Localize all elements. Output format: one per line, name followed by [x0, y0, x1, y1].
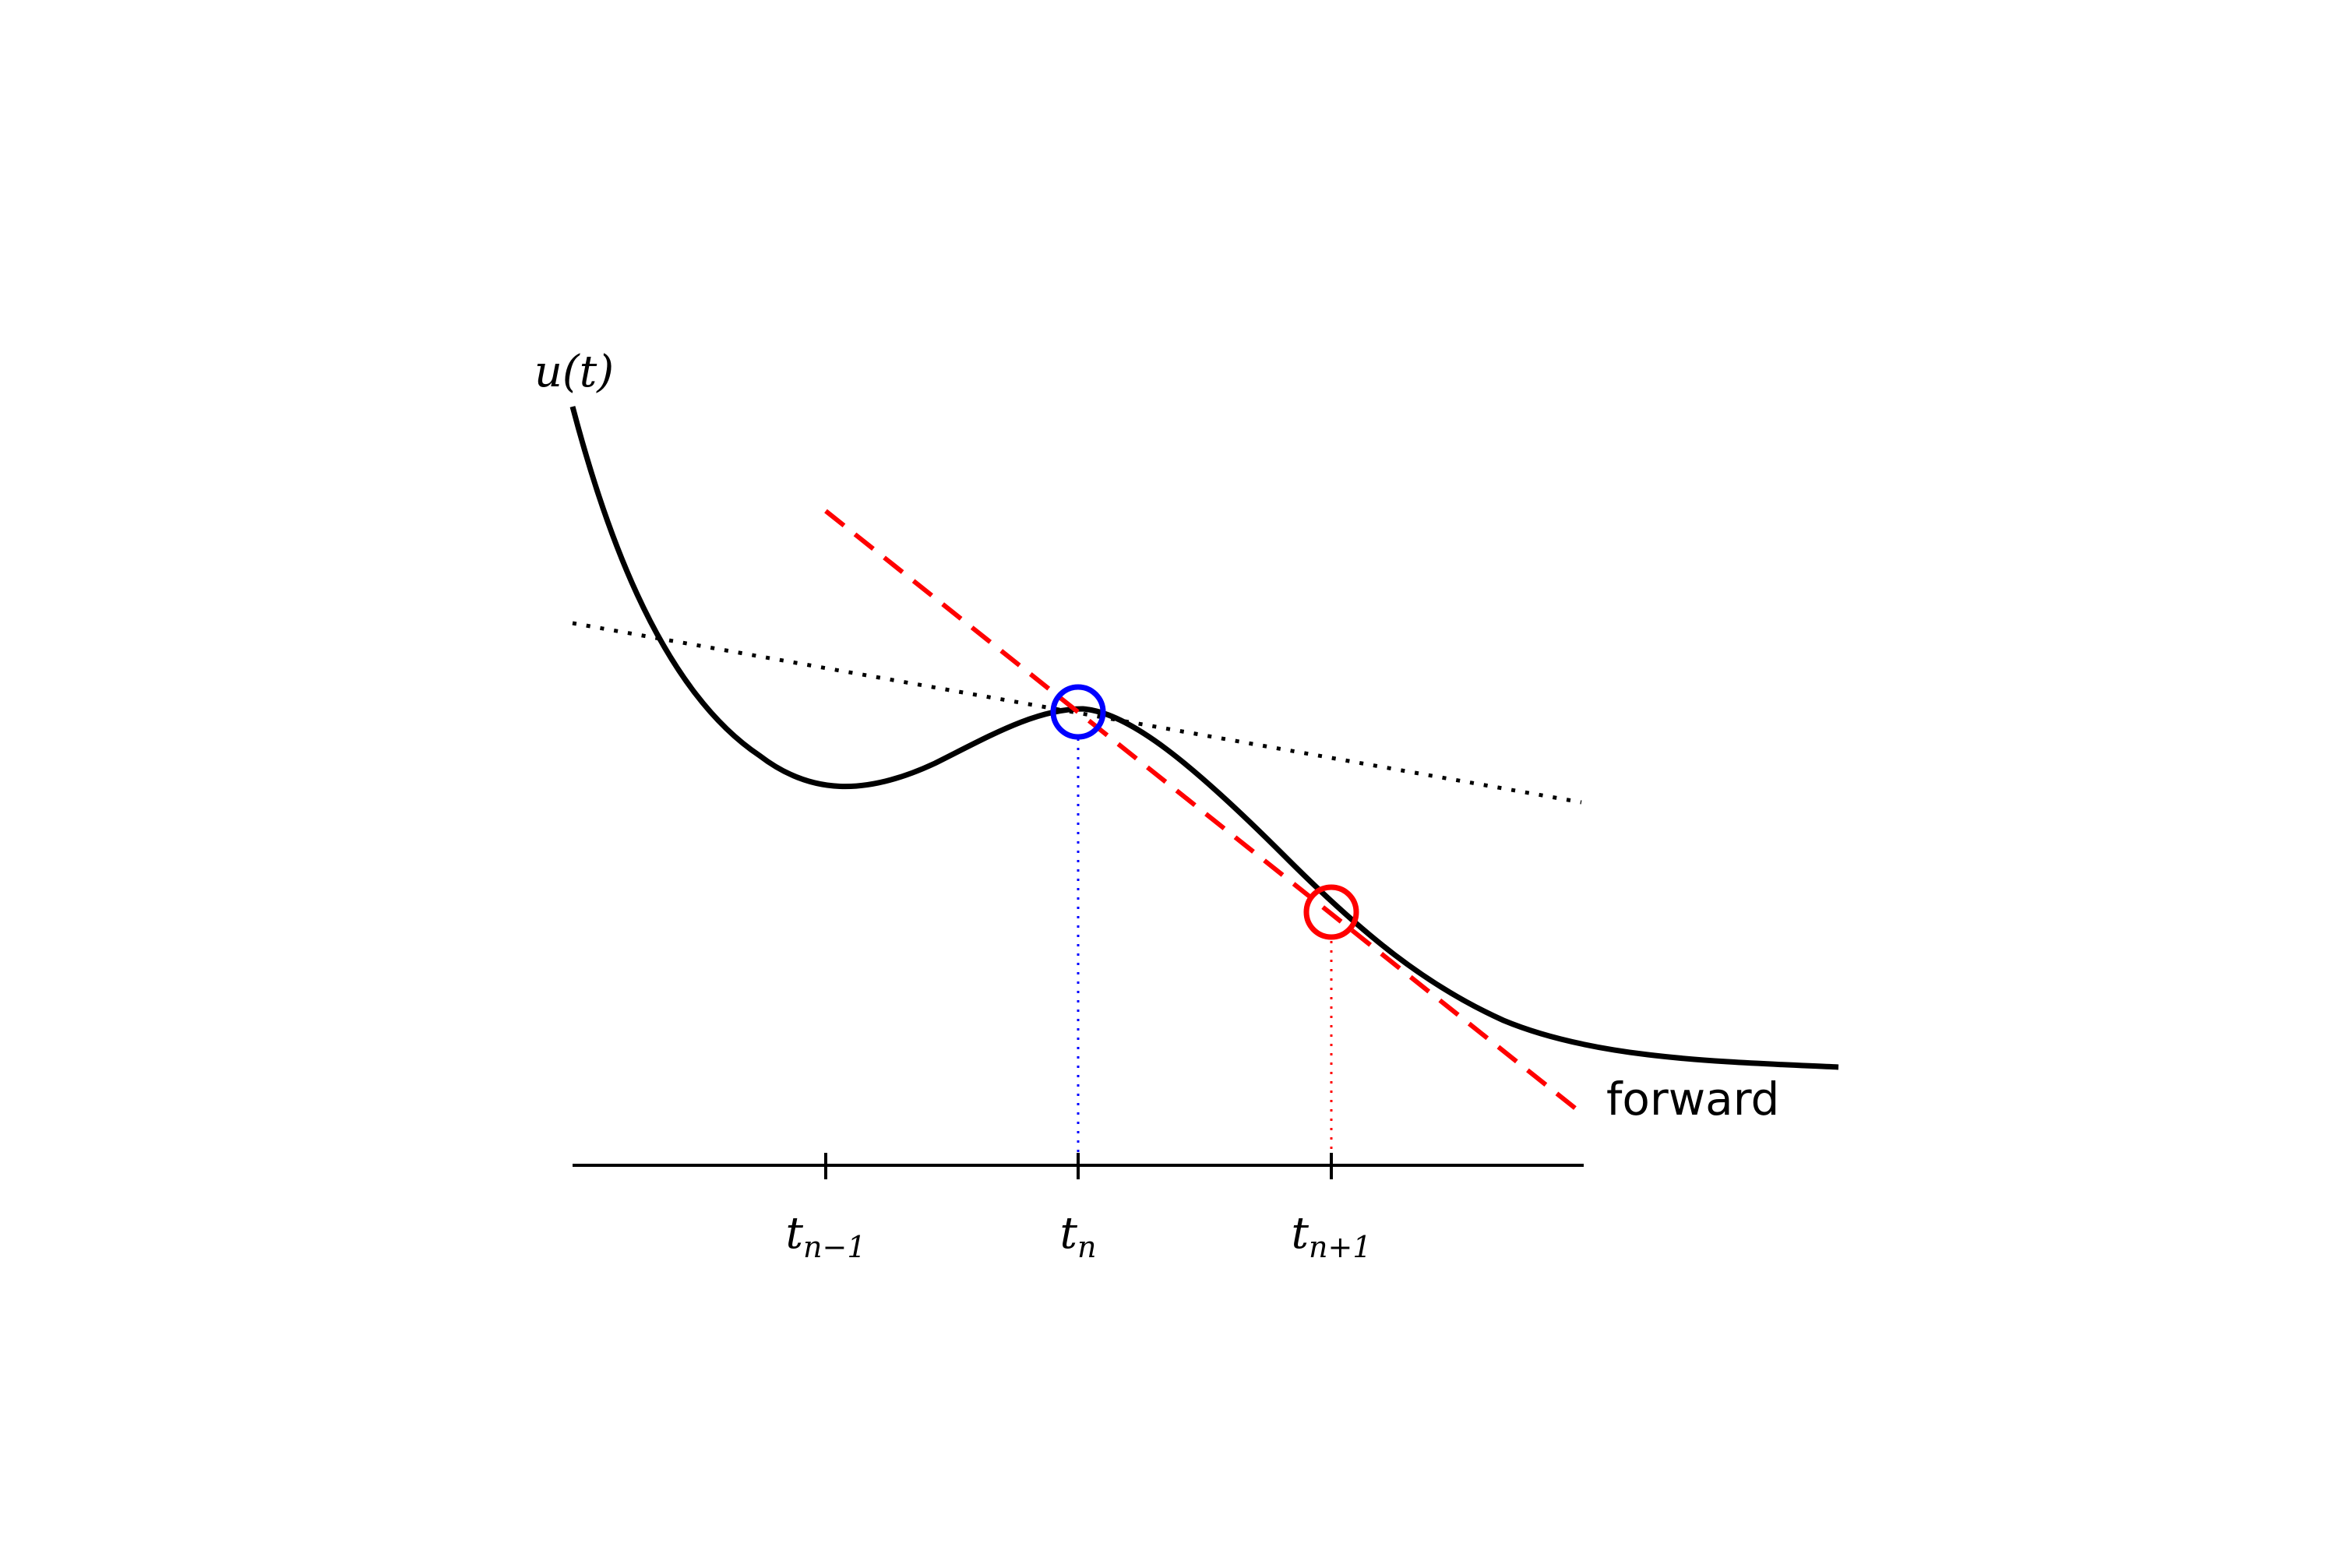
forward-label: forward — [1606, 1073, 1779, 1126]
y-axis-label: u(t) — [534, 347, 614, 397]
current-point-marker — [1050, 684, 1106, 740]
exact-tangent-line — [572, 621, 1582, 805]
solution-curve — [569, 406, 1839, 1070]
tick-label-tn1: tn+1 — [1291, 1208, 1371, 1264]
next-point-marker — [1303, 884, 1359, 940]
tick-label-base: t — [1291, 1208, 1309, 1259]
tick-label-base: t — [1060, 1208, 1078, 1259]
tick-label-tn: tn — [1060, 1208, 1097, 1264]
tick-label-base: t — [785, 1208, 803, 1259]
tick-label-sub: n−1 — [803, 1230, 866, 1264]
tick-label-sub: n — [1077, 1230, 1096, 1264]
forward-euler-line — [824, 509, 1579, 1112]
tick-label-sub: n+1 — [1309, 1230, 1372, 1264]
tick-label-tn-1: tn−1 — [785, 1208, 865, 1264]
